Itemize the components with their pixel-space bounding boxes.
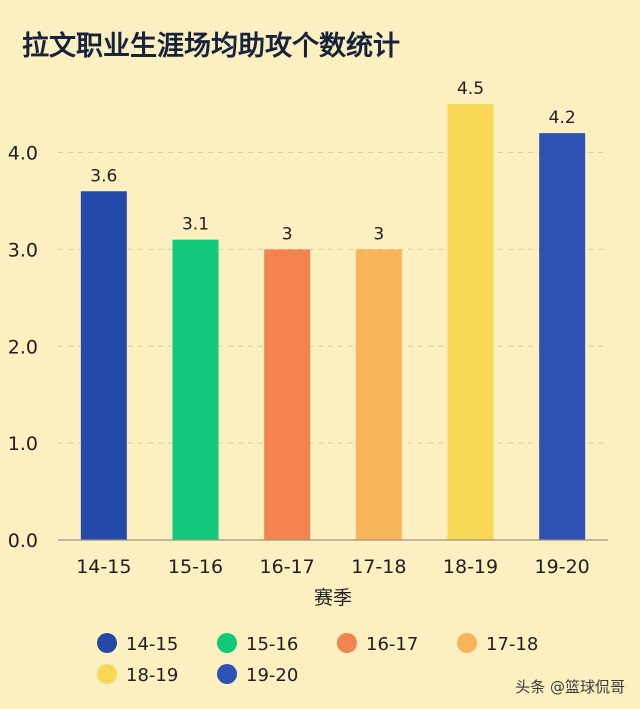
data-label: 3 — [282, 224, 293, 244]
x-tick-label: 18-19 — [443, 556, 498, 578]
legend-marker — [457, 633, 477, 653]
legend: 14-15 15-16 16-17 17-18 18-19 19-20 — [97, 633, 538, 686]
legend-label: 18-19 — [126, 665, 178, 686]
x-tick-label: 15-16 — [168, 556, 223, 578]
data-label: 3.1 — [182, 215, 209, 235]
y-tick-label: 0.0 — [8, 530, 38, 552]
legend-marker — [337, 633, 357, 653]
bar — [80, 191, 127, 540]
y-tick-label: 3.0 — [8, 239, 38, 261]
x-axis-ticks: 14-15 15-16 16-17 17-18 18-19 19-20 — [76, 556, 590, 578]
y-tick-label: 4.0 — [8, 143, 38, 165]
x-tick-label: 16-17 — [260, 556, 315, 578]
legend-label: 16-17 — [366, 634, 418, 655]
y-axis-ticks: 0.0 1.0 2.0 3.0 4.0 — [8, 143, 38, 553]
gridlines — [58, 152, 608, 444]
legend-marker — [97, 664, 117, 684]
legend-label: 14-15 — [126, 634, 178, 655]
legend-marker — [217, 633, 237, 653]
legend-marker — [217, 664, 237, 684]
x-axis-label: 赛季 — [314, 587, 352, 609]
data-labels: 3.6 3.1 3 3 4.5 4.2 — [90, 79, 575, 244]
chart-title: 拉文职业生涯场均助攻个数统计 — [22, 30, 400, 62]
watermark: 头条 @篮球侃哥 — [515, 678, 625, 696]
legend-label: 15-16 — [246, 634, 298, 655]
x-tick-label: 14-15 — [76, 556, 131, 578]
data-label: 3 — [373, 224, 384, 244]
data-label: 4.5 — [457, 79, 484, 99]
bars — [80, 104, 586, 540]
y-tick-label: 1.0 — [8, 433, 38, 455]
y-tick-label: 2.0 — [8, 336, 38, 358]
bar — [172, 239, 219, 540]
bar — [264, 249, 311, 540]
legend-label: 19-20 — [246, 665, 298, 686]
data-label: 3.6 — [90, 166, 117, 186]
x-tick-label: 17-18 — [351, 556, 406, 578]
data-label: 4.2 — [549, 108, 576, 128]
legend-marker — [97, 633, 117, 653]
x-tick-label: 19-20 — [535, 556, 590, 578]
bar — [355, 249, 402, 540]
bar — [447, 104, 494, 540]
bar — [539, 133, 586, 540]
legend-label: 17-18 — [486, 634, 538, 655]
